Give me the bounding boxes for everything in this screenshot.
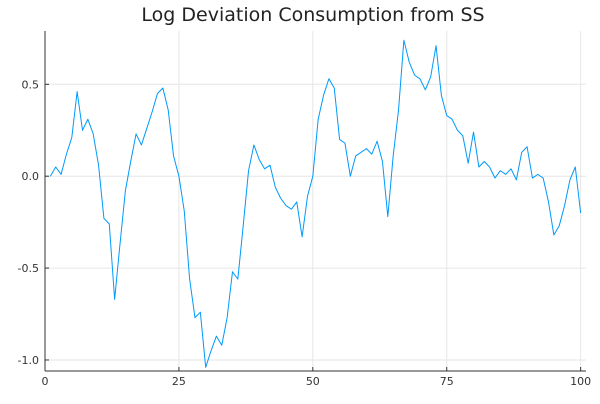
tick-labels: 0 25 50 75 100 0.5 0.0 -0.5 -1.0	[18, 78, 592, 388]
axes	[44, 31, 586, 372]
series-layer	[49, 39, 582, 368]
x-tick-label: 100	[570, 375, 591, 388]
x-tick-label: 50	[306, 375, 320, 388]
series-line	[49, 39, 582, 368]
x-tick-label: 75	[440, 375, 454, 388]
y-tick-label: 0.5	[22, 78, 40, 91]
chart-title: Log Deviation Consumption from SS	[141, 4, 484, 26]
y-tick-label: -0.5	[18, 262, 39, 275]
y-tick-label: 0.0	[22, 170, 40, 183]
y-tick-label: -1.0	[18, 354, 39, 367]
x-tick-label: 0	[42, 375, 49, 388]
grid-lines	[44, 31, 586, 371]
x-tick-label: 25	[172, 375, 186, 388]
